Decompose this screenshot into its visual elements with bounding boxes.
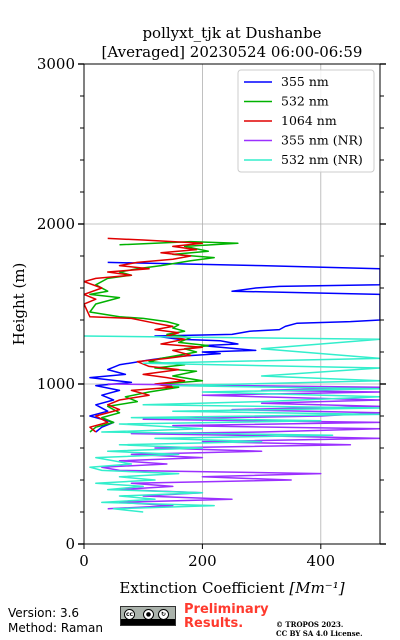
copyright-notice: © TROPOS 2023. CC BY SA 4.0 License.	[276, 620, 363, 638]
legend-label: 1064 nm	[281, 113, 337, 128]
preliminary-notice: Preliminary Results.	[184, 603, 269, 631]
legend: 355 nm 532 nm 1064 nm 355 nm (NR) 532 nm (NR…	[237, 69, 375, 173]
legend-label: 355 nm (NR)	[281, 133, 363, 148]
preliminary-line1: Preliminary	[184, 602, 269, 617]
y-axis-label: Height (m)	[10, 263, 28, 346]
chart-title-line1: pollyxt_tjk at Dushanbe	[142, 24, 321, 42]
x-tick-label: 200	[188, 552, 217, 570]
chart-title-line2: [Averaged] 20230524 06:00-06:59	[102, 43, 363, 61]
method-text: Method: Raman	[8, 621, 103, 635]
series-line-0	[89, 261, 380, 433]
copyright-line1: © TROPOS 2023.	[276, 620, 344, 629]
version-text: Version: 3.6	[8, 606, 80, 620]
series-line-3	[101, 383, 380, 510]
legend-label: 532 nm	[281, 94, 329, 109]
x-axis-label: Extinction Coefficient [Mm⁻¹]	[119, 579, 344, 597]
series-layer	[84, 237, 380, 513]
legend-label: 355 nm	[281, 74, 329, 89]
series-line-2	[84, 237, 204, 433]
plot-area-frame	[83, 63, 381, 545]
x-axis-label-text: Extinction Coefficient	[119, 579, 284, 597]
legend-label: 532 nm (NR)	[281, 152, 363, 167]
preliminary-line2: Results.	[184, 616, 244, 631]
y-tick-label: 1000	[37, 375, 75, 393]
y-tick-label: 2000	[37, 215, 75, 233]
x-tick-label: 0	[79, 552, 89, 570]
copyright-line2: CC BY SA 4.0 License.	[276, 629, 363, 638]
cc-badge-strip	[121, 619, 175, 625]
x-tick-label: 400	[306, 552, 335, 570]
legend-box	[237, 69, 375, 173]
axis-ticks: 0 200 400 0 1000 2000 3000	[37, 55, 386, 570]
cc-by-sa-badge: cc ● ↻	[120, 606, 176, 626]
series-line-4	[84, 335, 380, 513]
y-tick-label: 3000	[37, 55, 75, 73]
x-axis-unit: [Mm⁻¹]	[289, 579, 344, 597]
y-tick-label: 0	[65, 535, 75, 553]
